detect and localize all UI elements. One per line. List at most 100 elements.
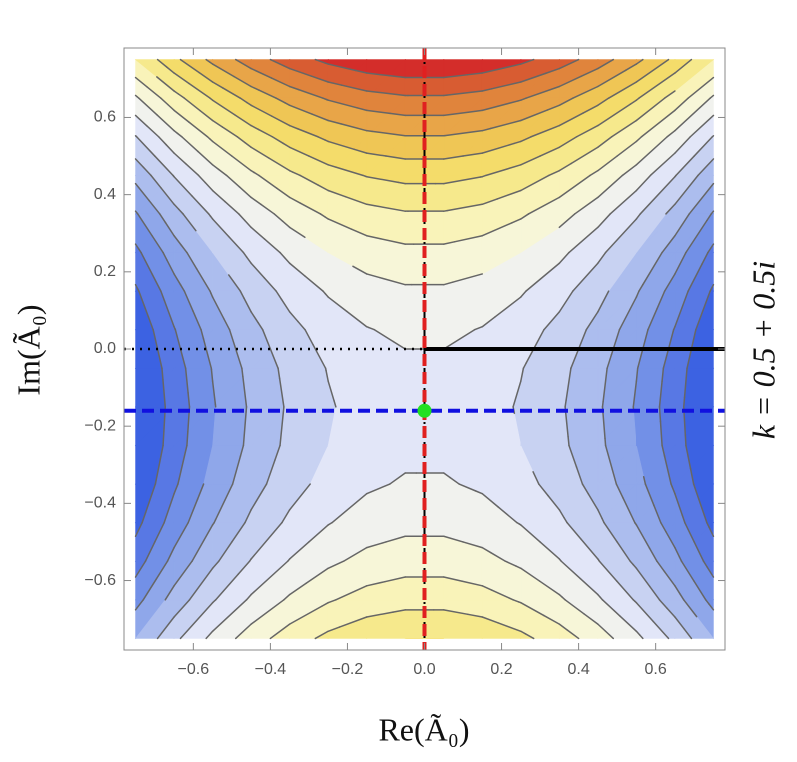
contour-line <box>231 155 252 172</box>
contour-line <box>151 273 162 292</box>
contour-line <box>443 155 464 160</box>
contour-line <box>331 492 368 524</box>
contour-line <box>497 506 518 524</box>
contour-line <box>674 492 684 517</box>
contour-line <box>611 468 618 485</box>
contour-line <box>674 97 711 132</box>
contour-line <box>542 614 561 625</box>
contour-line <box>165 143 175 154</box>
contour-line <box>223 317 231 331</box>
contour-line <box>597 174 624 199</box>
contour-line <box>443 328 476 350</box>
contour-line <box>242 411 247 447</box>
contour-line <box>365 175 399 184</box>
contour-line <box>271 136 284 145</box>
contour-line <box>288 582 307 596</box>
contour-line <box>622 496 636 524</box>
contour-line <box>525 328 545 364</box>
contour-line <box>504 560 517 567</box>
contour-line <box>134 76 148 88</box>
contour-line <box>288 85 300 91</box>
contour-line <box>601 400 604 408</box>
contour-line <box>279 251 286 259</box>
contour-line <box>577 328 588 350</box>
contour-line <box>350 228 368 237</box>
contour-line <box>221 126 239 138</box>
contour-line <box>635 601 655 623</box>
contour-line <box>615 580 635 601</box>
point <box>417 403 432 418</box>
contour-line <box>635 136 668 166</box>
contour-line <box>327 99 358 109</box>
contour-line <box>250 483 268 511</box>
contour-line <box>689 114 715 138</box>
contour-line <box>137 213 153 237</box>
contour-line <box>327 164 337 169</box>
contour-line <box>490 551 507 562</box>
contour-line <box>558 162 572 172</box>
contour-line <box>379 237 406 245</box>
contour-line <box>184 162 200 177</box>
contour-line <box>277 367 281 380</box>
contour-line <box>635 58 670 83</box>
contour-line <box>191 524 214 562</box>
contour-line <box>648 547 658 562</box>
contour-line <box>598 560 618 582</box>
contour-line <box>282 142 291 149</box>
contour-line <box>597 69 627 88</box>
contour-line <box>283 256 291 264</box>
contour-line <box>692 483 700 500</box>
contour-line <box>467 109 484 113</box>
contour-line <box>327 218 353 230</box>
contour-line <box>174 328 184 360</box>
contour-line <box>134 599 145 611</box>
contour-line <box>164 585 175 601</box>
contour-line <box>147 316 154 331</box>
contour-line <box>211 218 230 238</box>
contour-line <box>568 444 578 468</box>
contour-line <box>684 521 695 543</box>
contour-line <box>481 316 496 328</box>
contour-line <box>344 195 368 206</box>
contour-line <box>365 90 374 93</box>
contour-line <box>708 526 715 538</box>
contour-line <box>182 358 187 370</box>
contour-line <box>610 119 638 138</box>
contour-line <box>687 76 715 99</box>
contour-line <box>642 476 647 485</box>
contour-line <box>186 430 189 447</box>
contour-line <box>619 615 638 633</box>
contour-line <box>635 567 651 588</box>
contour-line <box>674 213 690 237</box>
contour-line <box>187 498 199 524</box>
contour-line <box>183 97 201 112</box>
contour-line <box>166 259 175 275</box>
contour-line <box>200 328 205 340</box>
contour-line <box>177 478 180 485</box>
contour-line <box>564 399 567 408</box>
contour-line <box>270 115 291 127</box>
contour-line <box>635 367 639 382</box>
contour-line <box>558 97 574 107</box>
contour-line <box>663 90 676 99</box>
contour-line <box>160 97 169 106</box>
contour-line <box>151 235 164 254</box>
contour-line <box>288 311 299 323</box>
contour-line <box>225 174 241 188</box>
contour-line <box>204 181 214 192</box>
contour-line <box>689 467 695 485</box>
contour-line <box>258 89 277 99</box>
contour-line <box>616 541 631 562</box>
contour-line <box>210 292 214 298</box>
contours <box>134 58 715 640</box>
contour-line <box>244 141 252 149</box>
contour-line <box>156 58 168 68</box>
contour-line <box>241 367 244 378</box>
contour-line <box>682 599 698 618</box>
contour-line <box>607 81 638 99</box>
contour-line <box>327 380 335 402</box>
contour-line <box>188 121 209 138</box>
contour-line <box>345 310 368 328</box>
contour-line <box>558 213 576 229</box>
contour-line <box>558 290 574 313</box>
